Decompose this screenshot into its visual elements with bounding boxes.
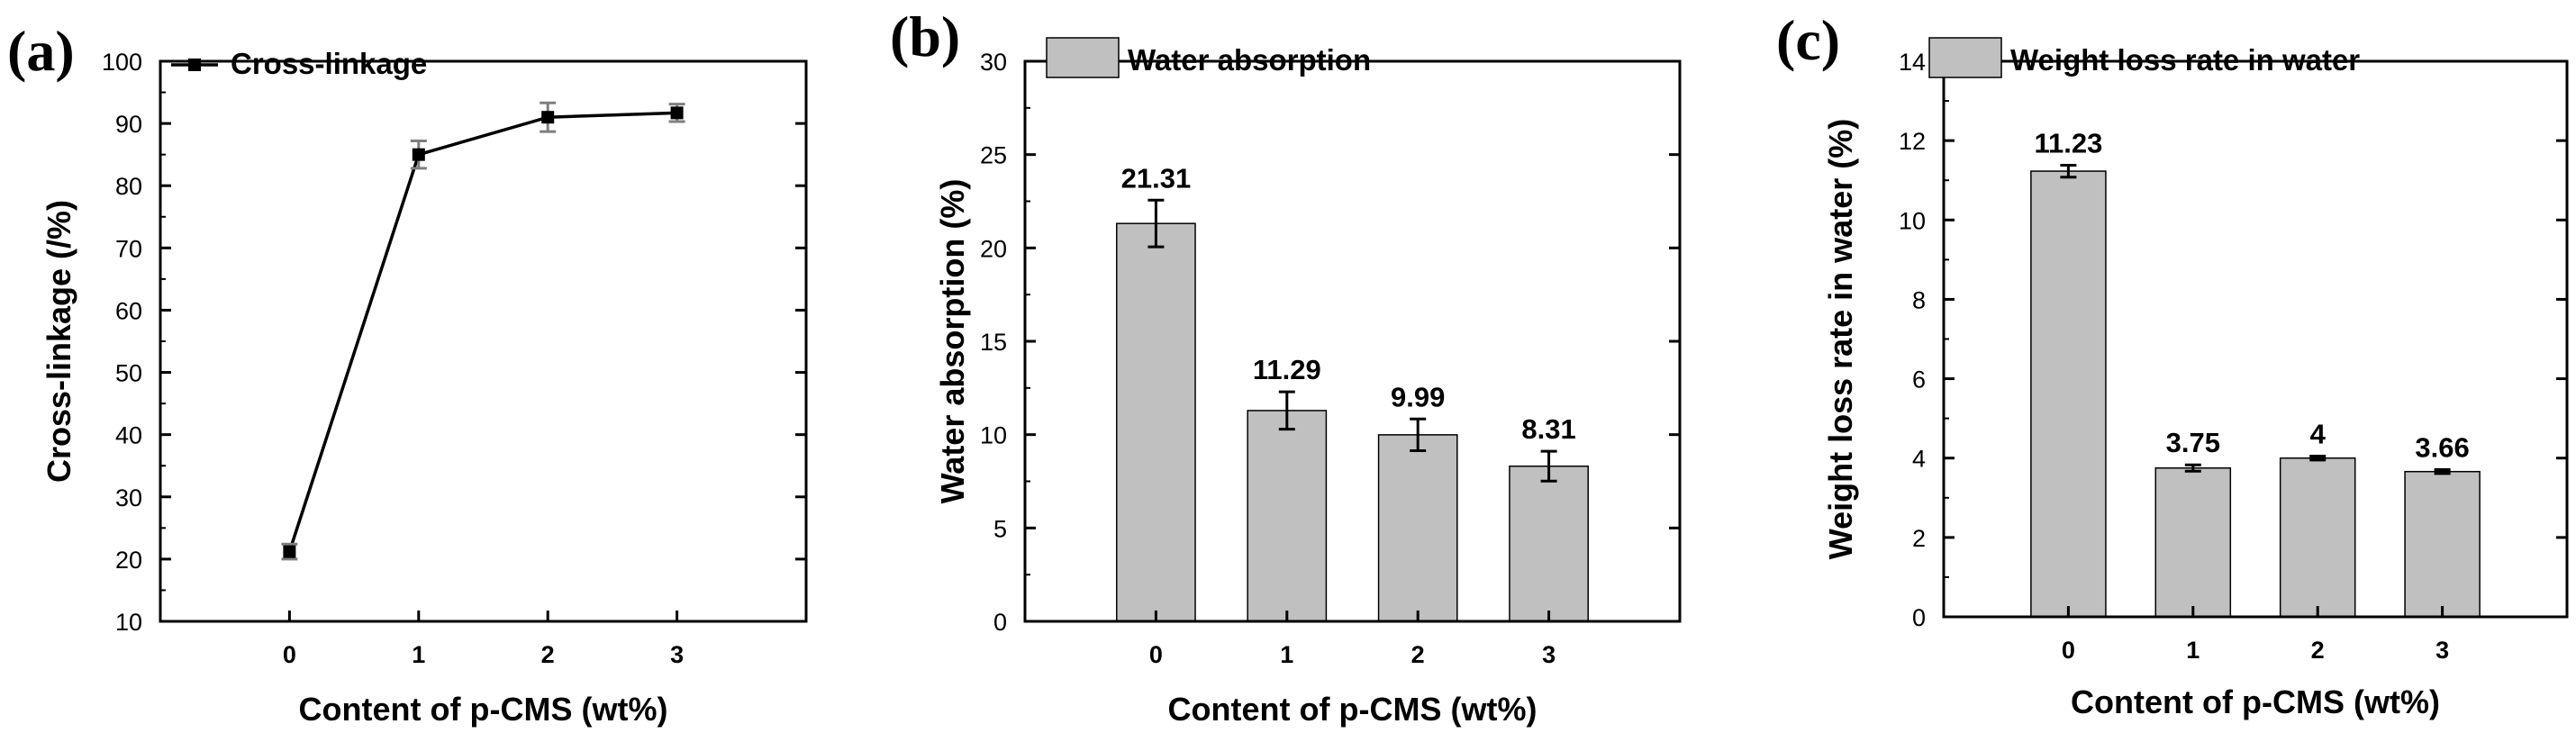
y-tick-label: 8 [1912,286,1926,313]
data-point [412,148,425,161]
panel-label: (b) [890,5,960,68]
y-tick-label: 12 [1899,128,1926,155]
y-tick-label: 5 [993,515,1007,542]
y-tick-label: 25 [980,142,1007,169]
error-bar [1540,449,1557,483]
legend: Cross-linkage [171,47,427,80]
y-tick-label: 100 [102,49,142,76]
data-label: 8.31 [1521,413,1575,445]
data-label: 4 [2310,419,2327,450]
data-label: 3.66 [2415,431,2469,463]
bar [2030,170,2107,618]
legend-label: Cross-linkage [231,47,427,80]
data-label: 11.23 [2034,127,2102,158]
error-bar [2060,163,2077,179]
x-tick-label: 3 [670,641,684,668]
y-tick-label: 20 [115,547,142,574]
data-point [670,106,684,120]
error-bar [2309,455,2327,462]
series-line [287,111,677,553]
y-tick-label: 0 [993,609,1007,636]
bar [2154,466,2232,618]
x-axis-title: Content of p-CMS (wt%) [1168,691,1537,728]
x-tick-label: 0 [2062,637,2075,664]
y-tick-label: 0 [1912,604,1926,631]
y-tick-label: 90 [115,111,142,138]
x-tick-label: 2 [541,641,555,668]
data-label: 9.99 [1391,381,1445,412]
x-tick-label: 0 [1149,641,1163,668]
y-tick-label: 6 [1912,366,1926,394]
bar [1247,410,1328,622]
legend-marker [188,59,201,71]
x-tick-label: 0 [283,641,296,668]
legend-label: Weight loss rate in water [2010,43,2360,77]
y-axis-title: Water absorption (%) [934,179,971,504]
panel-label: (a) [7,19,75,83]
y-tick-label: 2 [1912,525,1926,552]
legend-swatch [1928,37,2002,78]
data-point [283,545,296,558]
x-tick-label: 1 [2186,637,2200,664]
y-tick-label: 10 [1899,207,1926,234]
y-tick-label: 10 [115,609,142,636]
bar [2404,470,2481,618]
y-tick-label: 30 [115,484,142,511]
x-tick-label: 2 [2311,637,2325,664]
y-tick-label: 15 [980,329,1007,356]
x-tick-label: 1 [1280,641,1293,668]
y-tick-label: 10 [980,422,1007,449]
error-bar [1410,417,1427,452]
y-tick-label: 80 [115,173,142,200]
data-label: 3.75 [2166,427,2220,458]
data-label: 21.31 [1121,162,1192,194]
legend: Weight loss rate in water [1928,37,2360,78]
x-tick-label: 1 [412,641,425,668]
panel-label: (c) [1776,8,1840,72]
y-tick-label: 14 [1899,49,1926,76]
legend-swatch [1046,37,1120,78]
y-axis-title: Cross-linkage (/%) [41,200,77,483]
y-tick-label: 4 [1912,446,1926,473]
bar [2279,457,2356,618]
bar [1509,465,1589,622]
y-tick-label: 70 [115,235,142,262]
error-bar [1147,198,1165,249]
legend: Water absorption [1046,37,1371,78]
error-bar [2434,467,2451,475]
bar [1377,434,1458,622]
y-axis-title: Weight loss rate in water (%) [1822,119,1859,559]
error-bar [1278,390,1295,431]
x-tick-label: 3 [2435,637,2449,664]
y-tick-label: 50 [115,360,142,387]
bar [1116,222,1196,622]
y-tick-label: 30 [980,49,1007,76]
plot-frame [159,59,808,623]
y-tick-label: 40 [115,422,142,449]
y-tick-label: 60 [115,297,142,324]
error-bar [2184,463,2201,473]
x-tick-label: 2 [1411,641,1425,668]
data-point [541,111,555,124]
x-axis-title: Content of p-CMS (wt%) [299,691,668,728]
y-tick-label: 20 [980,235,1007,262]
data-label: 11.29 [1253,354,1321,385]
x-axis-title: Content of p-CMS (wt%) [2071,683,2440,720]
legend-label: Water absorption [1128,43,1371,77]
x-tick-label: 3 [1542,641,1556,668]
